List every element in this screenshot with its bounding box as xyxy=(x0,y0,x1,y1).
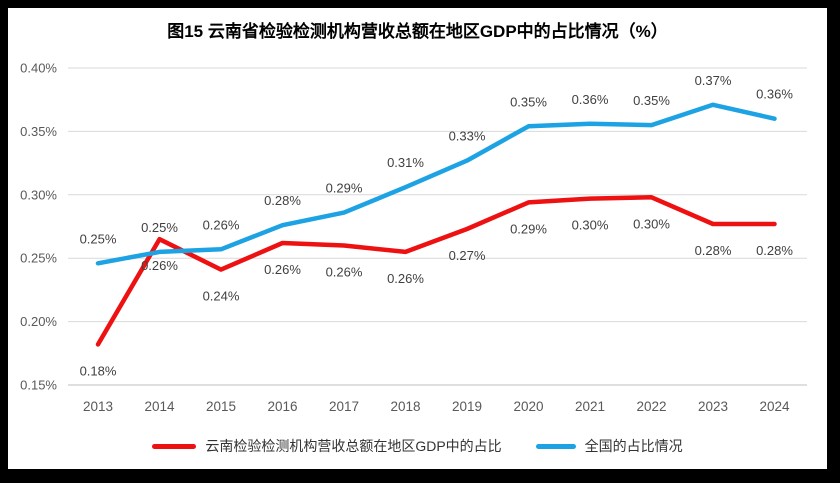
yunnan-data-label: 0.29% xyxy=(510,221,547,236)
x-axis-tick-label: 2024 xyxy=(759,399,790,414)
x-axis-tick-label: 2019 xyxy=(452,399,482,414)
yunnan-data-label: 0.30% xyxy=(633,216,670,231)
national-data-label: 0.36% xyxy=(572,92,609,107)
yunnan-data-label: 0.26% xyxy=(264,262,301,277)
x-axis-tick-label: 2018 xyxy=(390,399,420,414)
y-axis-tick-label: 0.20% xyxy=(20,314,57,329)
x-axis-tick-label: 2023 xyxy=(698,399,728,414)
yunnan-data-label: 0.28% xyxy=(695,243,732,258)
national-data-label: 0.35% xyxy=(510,94,547,109)
chart-title: 图15 云南省检验检测机构营收总额在地区GDP中的占比情况（%） xyxy=(167,22,668,41)
yunnan-series-line xyxy=(95,195,777,347)
national-data-label: 0.25% xyxy=(80,231,117,246)
national-series-line xyxy=(95,102,777,266)
yunnan-data-label: 0.30% xyxy=(572,218,609,233)
yunnan-data-label: 0.27% xyxy=(449,248,486,263)
y-axis-tick-label: 0.40% xyxy=(20,61,57,76)
national-data-label: 0.36% xyxy=(756,87,793,102)
x-axis-tick-label: 2014 xyxy=(144,399,175,414)
y-axis-tick-label: 0.35% xyxy=(20,124,57,139)
national-data-label: 0.25% xyxy=(141,220,178,235)
x-axis-tick-label: 2022 xyxy=(636,399,666,414)
x-axis-tick-label: 2020 xyxy=(513,399,543,414)
national-data-label: 0.37% xyxy=(695,73,732,88)
y-axis-tick-label: 0.15% xyxy=(20,378,57,393)
yunnan-data-label: 0.24% xyxy=(203,289,240,304)
yunnan-data-label: 0.28% xyxy=(756,243,793,258)
x-axis-tick-label: 2017 xyxy=(329,399,359,414)
national-line-swatch-icon xyxy=(535,443,576,449)
national-data-label: 0.26% xyxy=(203,217,240,232)
legend-label-national: 全国的占比情况 xyxy=(584,438,683,454)
x-axis-tick-label: 2015 xyxy=(206,399,236,414)
x-axis-tick-label: 2013 xyxy=(83,399,113,414)
yunnan-data-label: 0.26% xyxy=(141,258,178,273)
national-data-label: 0.35% xyxy=(633,93,670,108)
line-chart-plot: 0.40% 0.35% 0.30% 0.25% 0.20% 0.15% 2013 2014 20… xyxy=(20,61,807,414)
yunnan-data-label: 0.26% xyxy=(326,265,363,280)
national-data-label: 0.33% xyxy=(449,129,486,144)
legend-item-national: 全国的占比情况 xyxy=(535,436,683,456)
y-axis-tick-label: 0.25% xyxy=(20,251,57,266)
x-axis-tick-label: 2021 xyxy=(575,399,605,414)
chart-legend: 云南检验检测机构营收总额在地区GDP中的占比 全国的占比情况 xyxy=(8,436,827,456)
national-data-label: 0.31% xyxy=(387,155,424,170)
national-data-label: 0.29% xyxy=(326,181,363,196)
y-axis-tick-label: 0.30% xyxy=(20,187,57,202)
x-axis-tick-label: 2016 xyxy=(267,399,297,414)
national-data-label: 0.28% xyxy=(264,193,301,208)
legend-label-yunnan: 云南检验检测机构营收总额在地区GDP中的占比 xyxy=(205,438,502,454)
chart-area: 图15 云南省检验检测机构营收总额在地区GDP中的占比情况（%） 0.40% 0.… xyxy=(8,8,827,469)
legend-item-yunnan: 云南检验检测机构营收总额在地区GDP中的占比 xyxy=(152,436,502,456)
yunnan-data-label: 0.26% xyxy=(387,271,424,286)
yunnan-line-swatch-icon xyxy=(152,443,197,449)
yunnan-data-label: 0.18% xyxy=(80,363,117,378)
